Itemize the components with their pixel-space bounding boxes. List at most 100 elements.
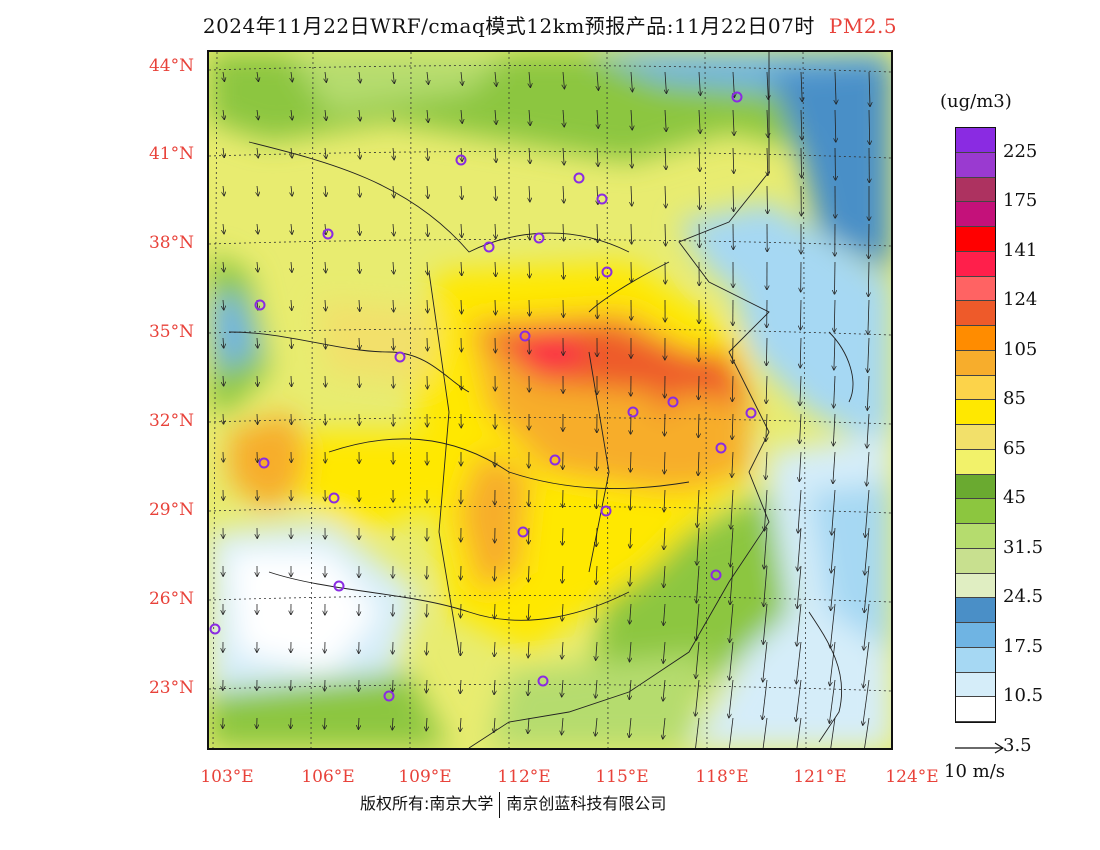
title-species: PM2.5 — [828, 14, 898, 38]
wind-arrow — [800, 337, 801, 368]
wind-arrow — [663, 603, 665, 625]
wind-arrow — [562, 641, 563, 659]
city-marker — [258, 457, 270, 469]
wind-arrow — [597, 71, 598, 90]
wind-arrow — [495, 185, 496, 200]
wind-arrow — [762, 717, 768, 748]
wind-arrow — [696, 565, 700, 603]
wind-arrow — [731, 489, 733, 529]
wind-arrow — [529, 299, 530, 316]
wind-arrow — [325, 185, 326, 196]
wind-arrow — [864, 565, 870, 612]
wind-arrow — [597, 223, 598, 242]
lat-label-29: 29°N — [148, 500, 194, 520]
wind-arrow — [797, 565, 802, 608]
lat-label-35: 35°N — [148, 322, 194, 342]
wind-arrow — [864, 717, 870, 748]
wind-arrow — [257, 413, 258, 424]
legend-swatch — [956, 177, 995, 203]
legend-swatch — [956, 598, 995, 623]
wind-arrow — [699, 375, 700, 399]
wind-arrow — [291, 147, 292, 158]
wind-arrow — [325, 717, 326, 729]
wind-arrow — [767, 71, 768, 99]
city-marker — [715, 442, 727, 454]
wind-arrow — [630, 489, 631, 510]
wind-arrow — [631, 185, 632, 206]
copyright-right: 南京创蓝科技有限公司 — [506, 794, 667, 813]
city-marker — [394, 351, 406, 363]
wind-arrow — [562, 603, 563, 621]
wind-arrow — [291, 375, 292, 386]
wind-arrow — [732, 413, 733, 439]
wind-arrow — [762, 679, 768, 719]
wind-arrow — [663, 641, 665, 663]
wind-arrow — [834, 337, 835, 370]
city-marker — [533, 232, 545, 244]
wind-arrow — [698, 413, 699, 437]
wind-arrow — [630, 527, 631, 548]
wind-arrow — [494, 717, 495, 732]
lat-label-26: 26°N — [148, 589, 194, 609]
copyright-notice: 版权所有:南京大学 南京创蓝科技有限公司 — [360, 790, 666, 818]
wind-arrow — [630, 565, 631, 586]
wind-arrow — [223, 185, 224, 196]
wind-arrow — [800, 375, 801, 405]
wind-arrow — [629, 679, 631, 699]
wind-arrow — [427, 261, 428, 275]
wind-arrow — [868, 299, 869, 334]
wind-arrow — [730, 603, 734, 642]
wind-arrow — [630, 641, 632, 662]
wind-arrow — [767, 147, 768, 175]
wind-arrow — [663, 717, 665, 739]
wind-arrow — [562, 527, 563, 545]
wind-arrow — [829, 679, 836, 723]
city-marker — [483, 241, 495, 253]
legend-label: 105 — [1003, 338, 1038, 360]
wind-arrow — [393, 679, 394, 692]
wind-arrow — [223, 71, 224, 81]
legend-swatch — [956, 128, 995, 153]
wind-arrow — [359, 109, 360, 121]
city-marker — [322, 228, 334, 240]
wind-arrow — [426, 717, 427, 731]
wind-vectors — [223, 71, 870, 748]
wind-arrow — [393, 71, 394, 83]
title-main: 2024年11月22日WRF/cmaq模式12km预报产品:11月22日07时 — [202, 14, 815, 38]
wind-arrow — [597, 109, 598, 128]
city-marker — [383, 690, 395, 702]
city-marker — [601, 266, 613, 278]
wind-arrow — [766, 451, 767, 479]
wind-arrow — [393, 109, 394, 121]
lat-label-23: 23°N — [148, 678, 194, 698]
wind-arrow — [868, 337, 869, 372]
wind-arrow — [835, 147, 836, 180]
wind-arrow — [596, 489, 597, 508]
wind-arrow — [665, 185, 666, 208]
wind-arrow — [766, 413, 767, 441]
wind-arrow — [257, 185, 258, 196]
legend-swatch — [956, 326, 995, 351]
wind-arrow — [393, 147, 394, 160]
wind-arrow — [830, 603, 836, 648]
wind-arrow — [223, 147, 224, 157]
wind-arrow — [494, 641, 495, 656]
wind-arrow — [665, 413, 666, 436]
legend-swatch — [956, 474, 995, 500]
wind-arrow — [427, 147, 428, 160]
lon-label-112: 112°E — [497, 767, 551, 787]
legend-swatch — [956, 672, 995, 698]
wind-arrow — [223, 337, 224, 348]
wind-arrow — [733, 185, 734, 211]
wind-scale-label: 10 m/s — [944, 761, 1005, 782]
legend-label: 124 — [1003, 289, 1038, 311]
wind-arrow — [630, 451, 631, 472]
wind-arrow — [257, 71, 258, 81]
legend-swatch — [956, 573, 995, 599]
legend-label: 31.5 — [1003, 536, 1044, 558]
legend-label: 65 — [1003, 437, 1026, 459]
city-marker — [745, 407, 757, 419]
legend-swatch — [956, 375, 995, 401]
wind-arrow — [766, 337, 767, 365]
wind-arrow — [798, 489, 802, 533]
